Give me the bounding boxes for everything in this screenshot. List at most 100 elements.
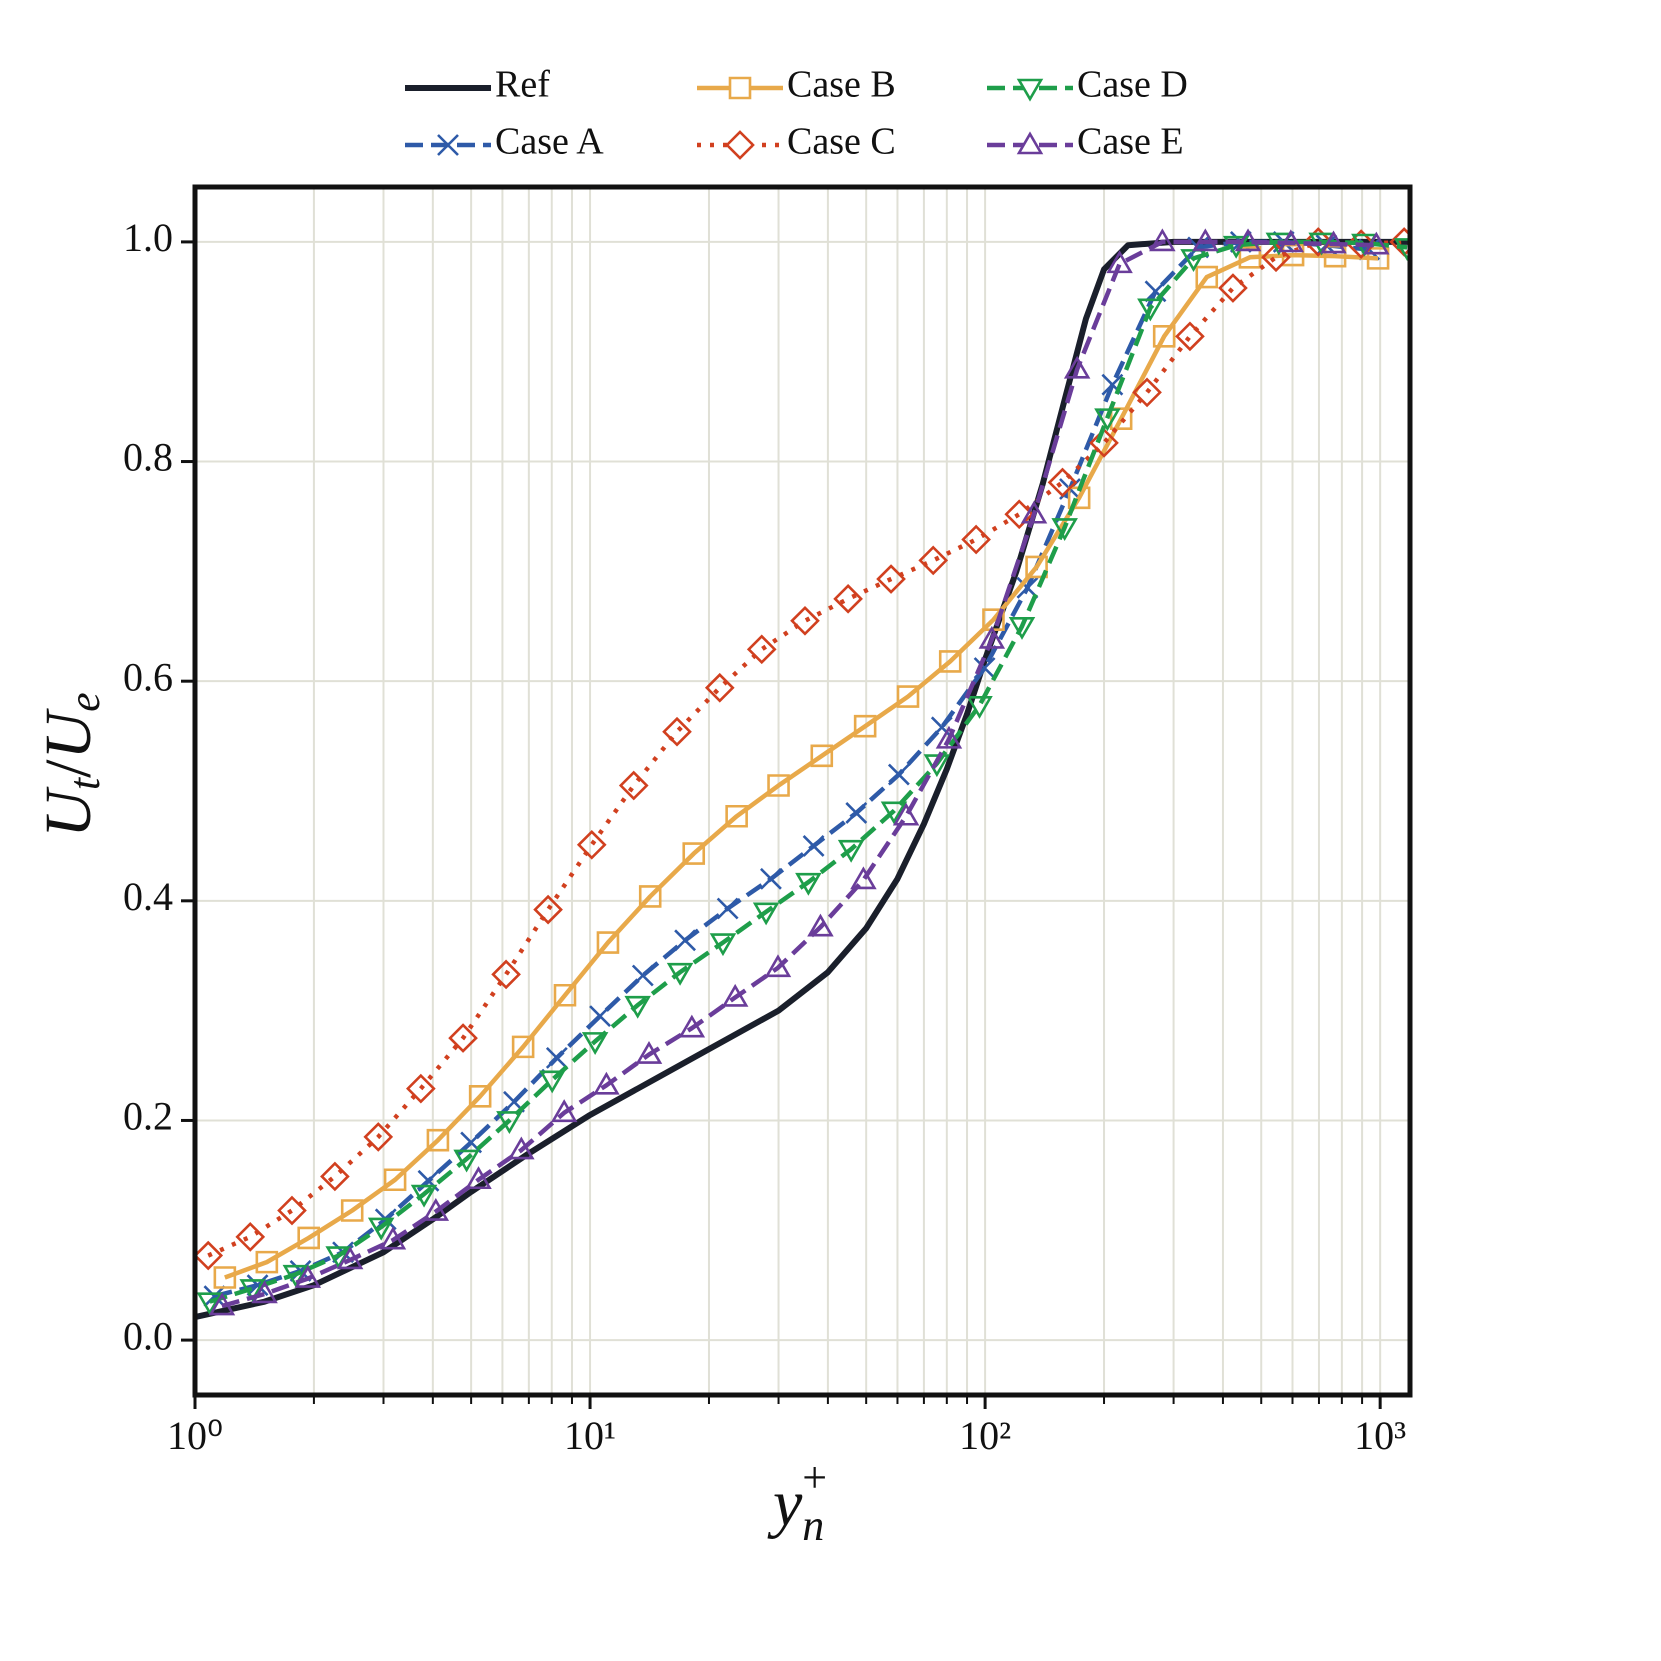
marker <box>589 1005 611 1028</box>
marker <box>1094 408 1121 432</box>
series-line <box>221 239 1377 1309</box>
marker <box>1106 250 1133 274</box>
marker <box>239 1279 266 1303</box>
y-tick-label: 0.6 <box>123 654 173 699</box>
marker <box>923 754 951 778</box>
series <box>213 243 1390 1289</box>
marker <box>1152 325 1176 348</box>
marker <box>255 1250 279 1274</box>
series <box>196 232 1410 1316</box>
marker <box>1089 428 1119 458</box>
marker <box>725 804 748 828</box>
marker <box>1346 229 1376 259</box>
marker <box>383 1168 407 1192</box>
legend-marker <box>437 134 459 156</box>
y-axis-label: Ut/Ue <box>32 692 109 837</box>
marker <box>251 1280 278 1304</box>
legend-marker <box>728 76 752 100</box>
marker <box>767 774 790 797</box>
marker <box>533 894 563 925</box>
marker <box>1366 247 1390 270</box>
x-label-part: + <box>802 1453 827 1502</box>
y-tick-label: 0.8 <box>123 435 173 480</box>
marker <box>624 995 651 1019</box>
marker <box>795 872 822 896</box>
marker <box>465 1166 492 1190</box>
marker <box>1303 227 1334 257</box>
y-tick-label: 0.2 <box>123 1094 173 1139</box>
marker <box>662 716 692 747</box>
marker <box>892 802 920 826</box>
legend-label: Ref <box>495 64 550 106</box>
series <box>195 238 1410 1320</box>
marker <box>367 1217 395 1241</box>
marker <box>764 954 792 978</box>
plot-frame <box>192 184 1413 1398</box>
marker <box>1175 321 1205 352</box>
marker <box>246 1274 269 1297</box>
marker <box>850 866 877 890</box>
series <box>195 227 1410 1271</box>
marker <box>448 1023 478 1053</box>
marker <box>297 1226 320 1250</box>
marker <box>982 608 1005 631</box>
marker <box>581 1032 609 1055</box>
series-line <box>195 238 1410 1320</box>
marker <box>1132 377 1162 408</box>
marker <box>320 1161 350 1192</box>
marker <box>896 685 920 708</box>
marker <box>235 1222 266 1252</box>
marker <box>678 1014 706 1038</box>
marker <box>876 564 906 594</box>
marker <box>638 885 662 908</box>
marker <box>1218 273 1248 303</box>
legend-marker <box>1016 131 1044 155</box>
marker <box>426 1128 450 1152</box>
x-tick-label: 10⁰ <box>167 1413 223 1458</box>
marker <box>1277 229 1305 253</box>
marker <box>282 1264 310 1288</box>
marker <box>363 1122 394 1152</box>
marker <box>294 1264 322 1288</box>
marker <box>966 696 993 719</box>
marker <box>406 1073 436 1104</box>
marker <box>938 650 962 673</box>
marker <box>682 842 706 865</box>
series-line <box>209 239 1408 1304</box>
marker <box>538 1070 566 1094</box>
marker <box>1393 238 1410 261</box>
marker <box>674 929 697 952</box>
marker <box>1320 230 1347 254</box>
x-tick-label: 10¹ <box>564 1413 616 1458</box>
marker <box>508 1136 535 1160</box>
marker <box>1008 616 1036 640</box>
marker <box>631 964 654 987</box>
y-tick-label: 0.4 <box>123 874 173 919</box>
marker <box>666 962 694 986</box>
y-tick-label: 0.0 <box>123 1313 173 1358</box>
x-axis-label: yn+ <box>767 1453 827 1550</box>
marker <box>716 897 739 920</box>
marker <box>752 902 780 926</box>
marker <box>973 657 996 679</box>
marker <box>550 1099 578 1123</box>
marker <box>203 1285 226 1308</box>
marker <box>208 1292 236 1316</box>
marker <box>453 1149 480 1173</box>
legend-label: Case B <box>787 64 896 106</box>
marker <box>576 829 607 860</box>
marker <box>496 1111 523 1135</box>
y-label-part: e <box>60 692 109 712</box>
marker <box>930 716 953 739</box>
marker <box>760 867 782 890</box>
marker <box>422 1198 450 1221</box>
legend-label: Case D <box>1077 64 1188 106</box>
marker <box>887 763 910 786</box>
marker <box>511 1035 535 1059</box>
marker <box>810 744 834 768</box>
marker <box>833 583 863 614</box>
marker <box>596 931 620 954</box>
marker <box>277 1195 307 1226</box>
series <box>208 228 1390 1316</box>
series-line <box>207 239 1405 1258</box>
